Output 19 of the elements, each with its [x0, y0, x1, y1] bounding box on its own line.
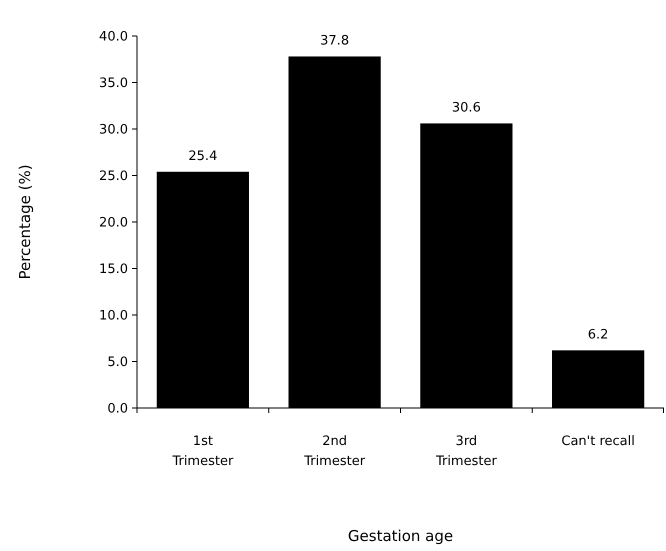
y-tick-label: 30.0 [99, 122, 128, 138]
y-tick-label: 5.0 [107, 355, 128, 370]
x-axis-title: Gestation age [348, 527, 454, 545]
y-tick-label: 10.0 [99, 308, 128, 324]
y-tick-label: 0.0 [107, 402, 128, 417]
y-axis-title: Percentage (%) [16, 164, 34, 280]
y-tick-label: 35.0 [99, 76, 128, 92]
y-tick-label: 20.0 [99, 216, 128, 231]
y-tick-label: 40.0 [99, 30, 128, 45]
y-tick-label: 25.0 [99, 169, 128, 184]
x-tick-label: 2nd Trimester [303, 434, 366, 469]
data-label: 6.2 [588, 327, 608, 342]
data-label: 25.4 [188, 148, 218, 164]
y-tick-label: 15.0 [99, 262, 128, 278]
x-tick-label: 1st Trimester [171, 434, 234, 469]
data-label: 37.8 [320, 33, 350, 48]
x-tick-label: 3rd Trimester [434, 434, 498, 469]
data-label: 30.6 [452, 100, 481, 116]
x-tick-label: Can't recall [561, 434, 635, 449]
